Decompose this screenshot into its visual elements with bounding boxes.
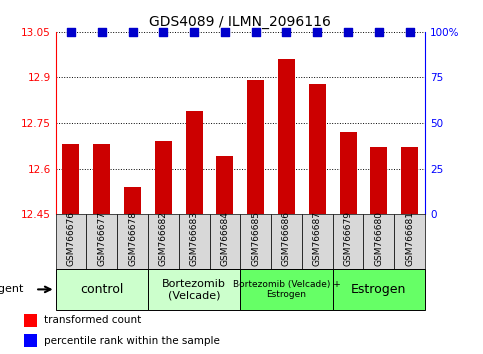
Bar (364, 214, 394, 269)
Bar (86, 214, 117, 269)
Point (313, 29, 321, 35)
Text: control: control (80, 283, 124, 296)
Text: GSM766679: GSM766679 (343, 211, 353, 266)
Bar (309, 84, 326, 214)
Text: GSM766687: GSM766687 (313, 211, 322, 266)
Bar (56, 269, 148, 310)
Bar (24, 314, 38, 327)
Bar (56, 214, 86, 269)
Bar (333, 269, 425, 310)
Text: transformed count: transformed count (44, 315, 142, 325)
Text: Bortezomib
(Velcade): Bortezomib (Velcade) (162, 279, 226, 300)
Bar (401, 147, 418, 214)
Text: GSM766685: GSM766685 (251, 211, 260, 266)
Point (283, 29, 290, 35)
Bar (247, 80, 264, 214)
Bar (302, 214, 333, 269)
Point (252, 29, 259, 35)
Point (190, 29, 198, 35)
Text: GSM766676: GSM766676 (67, 211, 75, 266)
Bar (117, 214, 148, 269)
Point (406, 29, 413, 35)
Text: GSM766686: GSM766686 (282, 211, 291, 266)
Bar (179, 214, 210, 269)
Bar (24, 334, 38, 347)
Text: GSM766677: GSM766677 (97, 211, 106, 266)
Bar (240, 269, 333, 310)
Bar (240, 214, 271, 269)
Bar (148, 269, 241, 310)
Text: GSM766680: GSM766680 (374, 211, 384, 266)
Text: Estrogen: Estrogen (351, 283, 407, 296)
Point (221, 29, 229, 35)
Point (159, 29, 167, 35)
Bar (271, 214, 302, 269)
Text: agent: agent (0, 284, 24, 295)
Bar (370, 147, 387, 214)
Bar (155, 141, 172, 214)
Text: GSM766678: GSM766678 (128, 211, 137, 266)
Bar (62, 144, 79, 214)
Bar (148, 214, 179, 269)
Text: GSM766681: GSM766681 (405, 211, 414, 266)
Text: GSM766682: GSM766682 (159, 211, 168, 266)
Bar (333, 214, 364, 269)
Bar (185, 111, 202, 214)
Bar (340, 132, 356, 214)
Bar (394, 214, 425, 269)
Point (98, 29, 106, 35)
Point (344, 29, 352, 35)
Bar (93, 144, 110, 214)
Text: percentile rank within the sample: percentile rank within the sample (44, 336, 220, 346)
Bar (278, 59, 295, 214)
Point (67, 29, 75, 35)
Point (375, 29, 383, 35)
Text: Bortezomib (Velcade) +
Estrogen: Bortezomib (Velcade) + Estrogen (233, 280, 341, 299)
Bar (216, 156, 233, 214)
Bar (124, 187, 141, 214)
Bar (210, 214, 240, 269)
Text: GSM766683: GSM766683 (190, 211, 199, 266)
Point (128, 29, 136, 35)
Text: GSM766684: GSM766684 (220, 211, 229, 266)
Title: GDS4089 / ILMN_2096116: GDS4089 / ILMN_2096116 (149, 16, 331, 29)
